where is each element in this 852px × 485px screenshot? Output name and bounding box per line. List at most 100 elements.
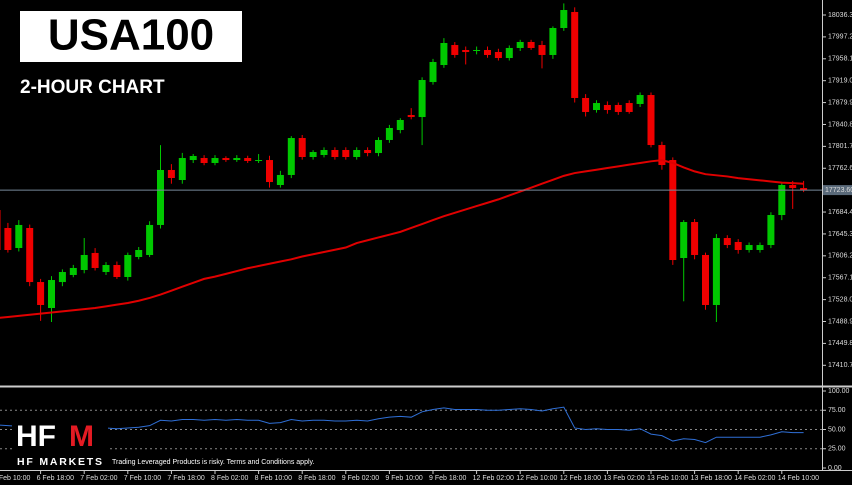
x-tick-label: 7 Feb 02:00	[80, 475, 117, 482]
logo-text: HF	[16, 420, 56, 453]
candle-body	[353, 150, 361, 158]
x-tick-label: 13 Feb 18:00	[691, 475, 732, 482]
x-tick-label: 8 Feb 02:00	[211, 475, 248, 482]
candle-body	[255, 160, 263, 162]
brand-name: HF MARKETS	[17, 456, 104, 468]
candle-body	[658, 145, 666, 166]
candle-body	[625, 103, 633, 112]
x-tick-label: 14 Feb 02:00	[734, 475, 775, 482]
candle-body	[287, 138, 295, 175]
y-tick-label: 17410.70	[828, 362, 852, 369]
candle-body	[233, 158, 241, 161]
candle-body	[494, 52, 502, 59]
candle-body	[276, 174, 284, 185]
axes: 18036.30 17997.20 17958.10 17919.00 17879.90…	[0, 12, 852, 482]
y-tick-label: 17567.10	[828, 275, 852, 282]
y-tick-label: 17528.00	[828, 296, 852, 303]
candle-body	[505, 47, 513, 59]
candle-body	[691, 222, 699, 255]
candle-body	[473, 50, 481, 52]
candle-body	[484, 50, 491, 55]
x-tick-label: 12 Feb 18:00	[560, 475, 601, 482]
candle-body	[91, 252, 99, 268]
main-panel	[0, 3, 822, 323]
candle-body	[146, 224, 154, 255]
candle-body	[0, 210, 1, 251]
candle-body	[516, 41, 524, 48]
x-tick-label: 7 Feb 10:00	[124, 475, 161, 482]
candle-body	[527, 41, 535, 48]
candle-body	[636, 95, 644, 104]
candle-body	[244, 158, 252, 161]
x-tick-label: 9 Feb 02:00	[342, 475, 379, 482]
y-tick-label: 18036.30	[828, 12, 852, 19]
y-tick-label: 17919.00	[828, 78, 852, 85]
x-tick-label: 7 Feb 18:00	[167, 475, 204, 482]
candle-body	[135, 250, 143, 258]
candle-body	[767, 215, 775, 246]
disclaimer: Trading Leveraged Products is risky. Ter…	[112, 459, 315, 466]
y-tick-label: 25.00	[828, 446, 846, 453]
x-tick-label: 13 Feb 02:00	[603, 475, 644, 482]
x-tick-label: 12 Feb 02:00	[473, 475, 514, 482]
candle-body	[15, 224, 23, 248]
candle-body	[331, 150, 339, 158]
candle-body	[385, 127, 393, 140]
candle-body	[549, 27, 557, 55]
x-tick-label: 9 Feb 10:00	[385, 475, 422, 482]
current-price-label: 17723.60	[825, 187, 852, 194]
candle-body	[342, 150, 350, 158]
candle-body	[745, 245, 753, 251]
candle-body	[756, 245, 764, 251]
candle-body	[211, 158, 219, 163]
y-tick-label: 17449.80	[828, 340, 852, 347]
candle-body	[222, 158, 230, 161]
x-tick-label: 6 Feb 18:00	[37, 475, 74, 482]
y-tick-label: 17997.20	[828, 34, 852, 41]
candle-body	[298, 138, 306, 158]
candle-body	[647, 95, 655, 146]
candle-body	[712, 238, 720, 305]
chart-title: USA100	[48, 11, 214, 60]
candle-body	[778, 184, 786, 216]
candle-body	[462, 50, 470, 53]
candle-body	[113, 265, 121, 277]
candle-body	[451, 45, 459, 55]
candle-body	[603, 104, 611, 111]
candle-body	[723, 238, 731, 246]
x-tick-label: 6 Feb 10:00	[0, 475, 30, 482]
candle-body	[37, 282, 45, 305]
title-box	[20, 11, 242, 62]
candle-body	[702, 254, 709, 305]
x-tick-label: 9 Feb 18:00	[429, 475, 466, 482]
candle-body	[582, 97, 590, 112]
y-tick-label: 17645.30	[828, 231, 852, 238]
candle-body	[364, 150, 372, 154]
y-tick-label: 17762.60	[828, 165, 852, 172]
candle-body	[571, 11, 579, 98]
candle-body	[614, 104, 622, 112]
candle-body	[80, 254, 88, 270]
y-tick-label: 17879.90	[828, 99, 852, 106]
candle-body	[124, 254, 132, 277]
candle-body	[178, 158, 186, 181]
candle-body	[789, 184, 797, 189]
y-tick-label: 100.00	[828, 388, 850, 395]
candle-body	[396, 119, 404, 131]
y-tick-label: 50.00	[828, 426, 846, 433]
candle-body	[266, 160, 273, 183]
candle-body	[418, 80, 426, 118]
logo-backdrop	[12, 418, 108, 470]
candle-body	[669, 160, 677, 261]
candle-body	[157, 169, 164, 225]
candle-body	[538, 45, 546, 55]
x-tick-label: 8 Feb 18:00	[298, 475, 335, 482]
candle-body	[734, 241, 742, 251]
y-tick-label: 17606.20	[828, 253, 852, 260]
candle-body	[407, 115, 415, 118]
y-tick-label: 17801.70	[828, 143, 852, 150]
candle-body	[680, 222, 688, 259]
